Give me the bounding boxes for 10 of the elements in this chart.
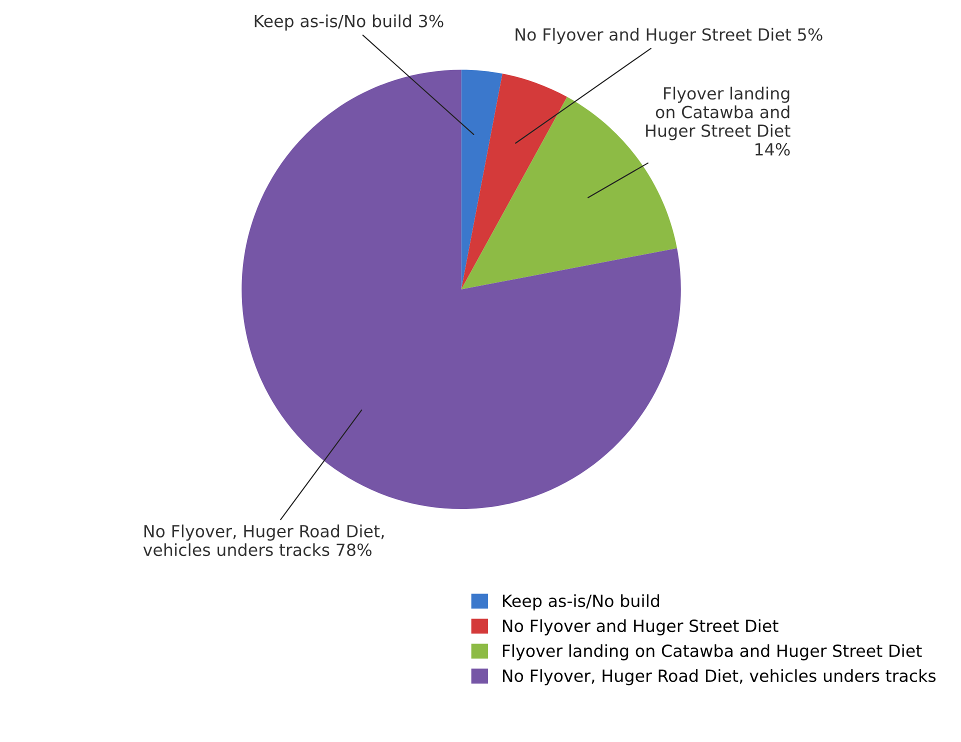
legend-label: Keep as-is/No build (502, 594, 660, 610)
legend-label: No Flyover and Huger Street Diet (502, 619, 778, 636)
data-label: No Flyover, Huger Road Diet, vehicles unders tracks 78% (143, 524, 384, 556)
legend-label: No Flyover, Huger Road Diet, vehicles unders tracks (502, 669, 936, 686)
pie-slice (461, 70, 502, 290)
data-label: Flyover landing on Catawba and Huger Street Diet 14% (646, 86, 790, 156)
data-label: Keep as-is/No build 3% (254, 14, 444, 31)
data-label: No Flyover and Huger Street Diet 5% (516, 28, 822, 44)
legend-label: Flyover landing on Catawba and Huger Street Diet (502, 644, 922, 660)
pie-slice (461, 74, 568, 290)
